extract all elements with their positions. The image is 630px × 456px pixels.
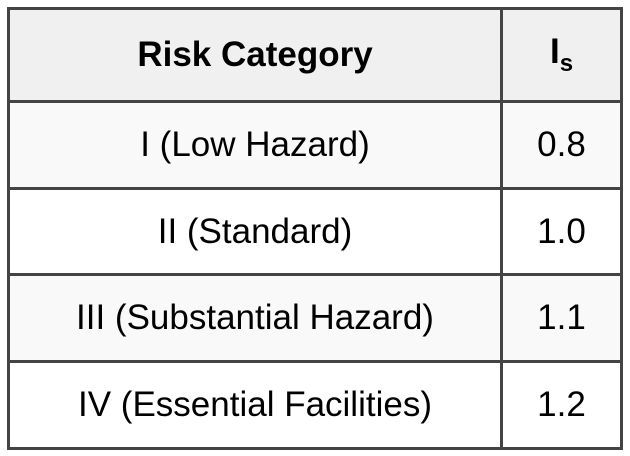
category-cell: III (Substantial Hazard) [7,273,503,364]
value-cell: 1.1 [500,273,623,364]
category-cell: II (Standard) [7,186,503,277]
category-cell: IV (Essential Facilities) [7,360,503,450]
value-cell: 1.0 [500,186,623,277]
header-factor-subscript: s [559,49,574,77]
header-risk-category: Risk Category [7,7,503,103]
table-row: II (Standard) 1.0 [7,186,623,277]
table-row: IV (Essential Facilities) 1.2 [7,360,623,450]
header-row: Risk Category Is [7,7,623,103]
risk-category-table: Risk Category Is I (Low Hazard) 0.8 II (… [7,7,623,450]
table-row: III (Substantial Hazard) 1.1 [7,273,623,364]
category-cell: I (Low Hazard) [7,99,503,190]
header-importance-factor: Is [500,7,623,103]
header-factor-main: I [549,31,560,71]
value-cell: 1.2 [500,360,623,450]
table-row: I (Low Hazard) 0.8 [7,99,623,190]
value-cell: 0.8 [500,99,623,190]
